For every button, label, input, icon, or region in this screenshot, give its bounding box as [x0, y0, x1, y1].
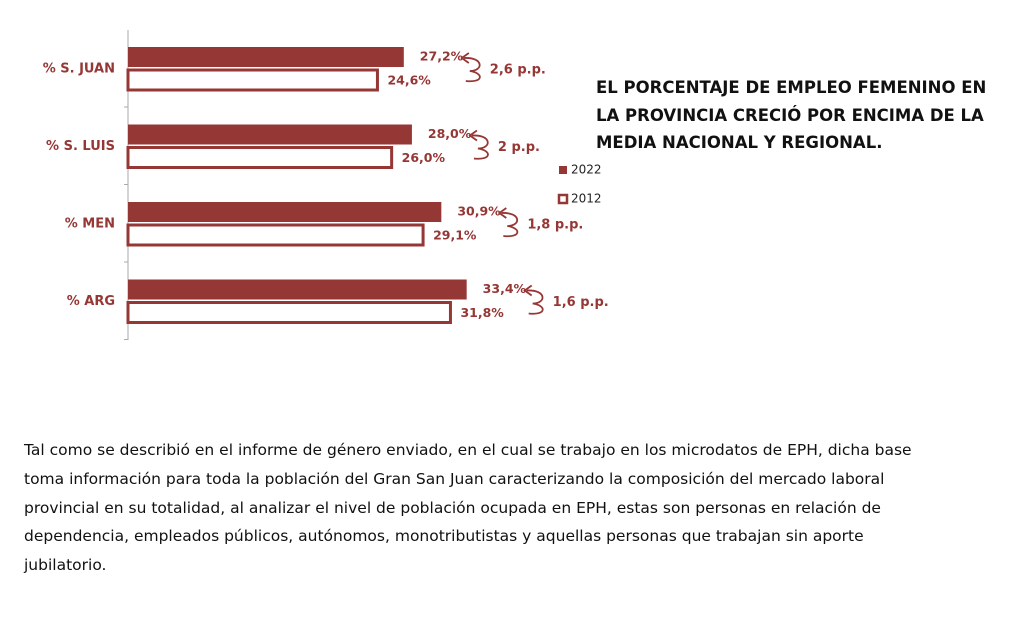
difference-label: 1,6 p.p.	[553, 295, 609, 310]
difference-label: 2 p.p.	[498, 140, 540, 155]
bar	[126, 68, 379, 92]
legend-swatch	[559, 166, 567, 174]
bar	[128, 202, 442, 222]
value-label: 29,1%	[433, 228, 477, 243]
category-label: % MEN	[65, 217, 115, 232]
legend-label: 2022	[571, 163, 602, 177]
value-label: 31,8%	[460, 305, 504, 320]
value-label: 24,6%	[387, 73, 431, 88]
chart-title: EL PORCENTAJE DE EMPLEO FEMENINO EN LA P…	[596, 78, 987, 152]
difference-label: 2,6 p.p.	[490, 63, 546, 78]
difference-arrow	[463, 57, 481, 83]
bar	[128, 124, 412, 145]
bar	[126, 146, 394, 169]
difference-label: 1,8 p.p.	[527, 218, 583, 233]
bar	[128, 47, 404, 67]
bar	[128, 279, 467, 300]
arrow-head	[523, 284, 533, 297]
category-label: % S. JUAN	[43, 62, 115, 77]
arrow-head	[468, 129, 478, 142]
legend-label: 2012	[571, 192, 602, 206]
value-label: 30,9%	[457, 204, 501, 219]
paragraph-line: provincial en su totalidad, al analizar …	[24, 498, 881, 517]
value-label: 33,4%	[483, 281, 527, 296]
category-label: % S. LUIS	[46, 139, 115, 154]
paragraph-line: toma información para toda la población …	[24, 469, 885, 488]
difference-arrow	[471, 134, 489, 160]
legend-swatch	[557, 193, 569, 205]
arrow-head	[497, 207, 507, 219]
paragraph-line: dependencia, empleados públicos, autónom…	[24, 527, 864, 546]
arrow-head	[460, 52, 470, 64]
difference-arrow	[501, 212, 519, 238]
chart: % S. JUAN 27,2% 24,6% 2,6 p.p. % S. LUIS 28,0…	[43, 30, 609, 340]
paragraph-line: Tal como se describió en el informe de g…	[24, 441, 912, 459]
value-label: 27,2%	[420, 49, 464, 64]
bar	[126, 301, 452, 324]
difference-arrow	[526, 289, 544, 315]
value-label: 26,0%	[402, 150, 446, 165]
category-label: % ARG	[67, 294, 115, 309]
paragraph-line: jubilatorio.	[24, 556, 107, 575]
bar	[126, 223, 425, 247]
value-label: 28,0%	[428, 126, 472, 141]
paragraph: Tal como se describió en el informe de g…	[24, 436, 912, 580]
